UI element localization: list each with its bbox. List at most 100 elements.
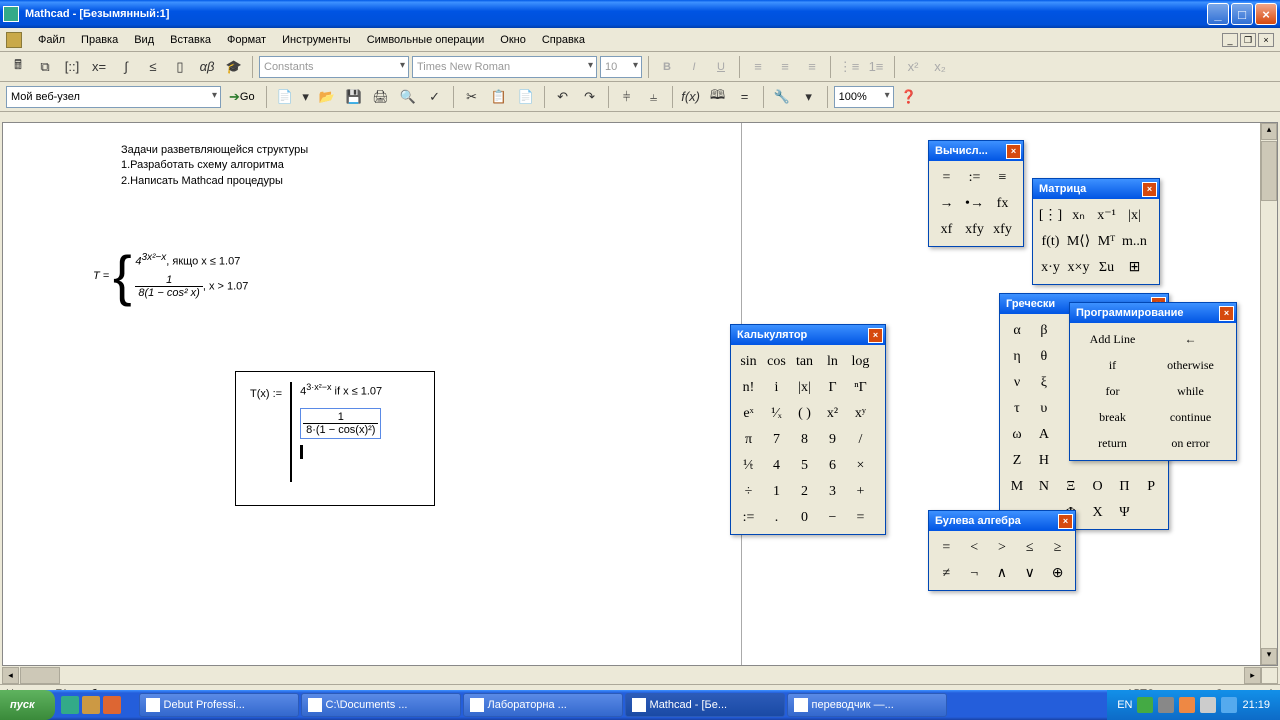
palette-cell[interactable]: x² (819, 401, 847, 427)
palette-cell[interactable]: otherwise (1152, 353, 1230, 379)
palette-matrix-close[interactable]: × (1142, 182, 1157, 197)
palette-cell[interactable]: [⋮] (1037, 203, 1065, 229)
mdi-restore[interactable]: ❐ (1240, 33, 1256, 47)
palette-cell[interactable]: |x| (1121, 203, 1149, 229)
task-button[interactable]: Лабораторна ... (463, 693, 623, 717)
palette-cell[interactable]: υ (1030, 396, 1057, 422)
palette-cell[interactable]: n! (735, 375, 763, 401)
palette-cell[interactable]: N (1030, 474, 1057, 500)
palette-cell[interactable]: O (1084, 474, 1111, 500)
palette-cell[interactable]: xfy (989, 217, 1017, 243)
palette-bool-icon[interactable]: ≤ (141, 55, 165, 79)
palette-cell[interactable]: ⊞ (1121, 255, 1149, 281)
math-region[interactable]: T(x) := 43·x²−x if x ≤ 1.07 18·(1 − cos(… (235, 371, 435, 506)
start-button[interactable]: пуск (0, 690, 55, 720)
palette-cell[interactable]: |x| (791, 375, 819, 401)
palette-cell[interactable]: ∨ (1016, 561, 1044, 587)
palette-cell[interactable]: fx (989, 191, 1017, 217)
close-button[interactable]: × (1255, 3, 1277, 25)
palette-cell[interactable]: Π (1111, 474, 1138, 500)
tray-icon-4[interactable] (1200, 697, 1216, 713)
palette-cell[interactable]: ← (1152, 327, 1230, 353)
palette-cell[interactable]: 1 (763, 479, 791, 505)
menu-file[interactable]: Файл (30, 31, 73, 49)
tray-icon-3[interactable] (1179, 697, 1195, 713)
fx-button[interactable]: f(x) (679, 85, 703, 109)
menu-view[interactable]: Вид (126, 31, 162, 49)
palette-cell[interactable]: 9 (819, 427, 847, 453)
palette-cell[interactable]: ≠ (933, 561, 961, 587)
palette-eval-icon[interactable]: x= (87, 55, 111, 79)
palette-cell[interactable]: Σu (1093, 255, 1121, 281)
lang-indicator[interactable]: EN (1117, 699, 1132, 711)
calc-button[interactable]: = (733, 85, 757, 109)
palette-cell[interactable]: 7 (763, 427, 791, 453)
italic-button[interactable]: I (682, 55, 706, 79)
palette-cell[interactable]: •→ (961, 191, 989, 217)
go-button[interactable]: ➔Go (224, 85, 260, 109)
align-left[interactable]: ≡ (746, 55, 770, 79)
palette-cell[interactable]: → (933, 191, 961, 217)
palette-symbolic-icon[interactable]: 🎓 (222, 55, 246, 79)
palette-cell[interactable]: ⊕ (1044, 561, 1072, 587)
palette-greek-icon[interactable]: αβ (195, 55, 219, 79)
palette-cell[interactable]: A (1030, 422, 1057, 448)
palette-cell[interactable]: η (1004, 344, 1031, 370)
hscrollbar[interactable]: ◂ ▸ (2, 667, 1278, 684)
palette-cell[interactable]: ξ (1030, 370, 1057, 396)
palette-cell[interactable]: − (819, 505, 847, 531)
task-button[interactable]: C:\Documents ... (301, 693, 461, 717)
palette-prog[interactable]: Программирование× Add Line←ifotherwisefo… (1069, 302, 1237, 461)
palette-cell[interactable]: β (1030, 318, 1057, 344)
vscrollbar[interactable]: ▴ ▾ (1260, 123, 1277, 665)
clock[interactable]: 21:19 (1242, 699, 1270, 711)
palette-eval[interactable]: Вычисл...× =:=≡→•→fxxfxfyxfy (928, 140, 1024, 247)
palette-cell[interactable]: Γ (819, 375, 847, 401)
mdi-min[interactable]: _ (1222, 33, 1238, 47)
palette-cell[interactable]: M⟨⟩ (1065, 229, 1093, 255)
url-combo[interactable]: Мой веб-узел (6, 86, 221, 108)
palette-calc-icon[interactable]: 🖩 (6, 55, 30, 79)
menu-tools[interactable]: Инструменты (274, 31, 359, 49)
subscript[interactable]: x₂ (928, 55, 952, 79)
align-right[interactable]: ≡ (800, 55, 824, 79)
palette-cell[interactable]: X (1084, 500, 1111, 526)
palette-cell[interactable]: Ψ (1111, 500, 1138, 526)
bold-button[interactable]: B (655, 55, 679, 79)
palette-cell[interactable]: x⁻¹ (1093, 203, 1121, 229)
palette-cell[interactable]: 6 (819, 453, 847, 479)
insert-button[interactable]: ▾ (797, 85, 821, 109)
palette-cell[interactable]: sin (735, 349, 763, 375)
palette-cell[interactable]: eˣ (735, 401, 763, 427)
palette-cell[interactable]: P (1138, 474, 1165, 500)
task-button[interactable]: Mathcad - [Бе... (625, 693, 785, 717)
open-button[interactable]: 📂 (315, 85, 339, 109)
palette-graph-icon[interactable]: ⧉ (33, 55, 57, 79)
palette-cell[interactable]: 2 (791, 479, 819, 505)
palette-cell[interactable]: ν (1004, 370, 1031, 396)
palette-cell[interactable]: ¬ (960, 561, 988, 587)
palette-cell[interactable]: 3 (819, 479, 847, 505)
component-button[interactable]: 🔧 (770, 85, 794, 109)
palette-cell[interactable]: = (933, 165, 961, 191)
palette-cell[interactable]: x·y (1037, 255, 1065, 281)
palette-cell[interactable]: = (933, 535, 961, 561)
palette-cell[interactable]: xfy (961, 217, 989, 243)
maximize-button[interactable]: □ (1231, 3, 1253, 25)
palette-cell[interactable]: ¹⁄ₓ (763, 401, 791, 427)
save-button[interactable]: 💾 (342, 85, 366, 109)
palette-calculus-icon[interactable]: ∫ (114, 55, 138, 79)
unit-button[interactable]: 🕮 (706, 85, 730, 109)
print-button[interactable]: 🖨 (369, 85, 393, 109)
tray-icon-2[interactable] (1158, 697, 1174, 713)
palette-cell[interactable]: while (1152, 379, 1230, 405)
palette-prog-close[interactable]: × (1219, 306, 1234, 321)
palette-cell[interactable]: H (1030, 448, 1057, 474)
menu-insert[interactable]: Вставка (162, 31, 219, 49)
system-tray[interactable]: EN 21:19 (1107, 690, 1280, 720)
palette-cell[interactable]: > (988, 535, 1016, 561)
palette-cell[interactable]: 4 (763, 453, 791, 479)
new-button[interactable]: 📄 (273, 85, 297, 109)
palette-cell[interactable]: ≥ (1044, 535, 1072, 561)
palette-cell[interactable]: ≤ (1016, 535, 1044, 561)
